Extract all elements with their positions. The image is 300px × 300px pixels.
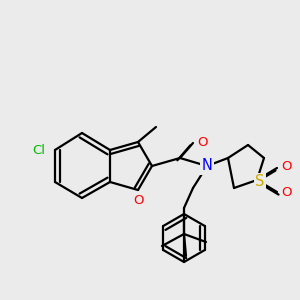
Text: O: O [134,194,144,208]
Text: S: S [255,175,265,190]
Text: Cl: Cl [32,143,46,157]
Text: N: N [202,158,212,173]
Text: O: O [281,160,291,173]
Text: O: O [281,187,291,200]
Text: O: O [197,136,207,148]
